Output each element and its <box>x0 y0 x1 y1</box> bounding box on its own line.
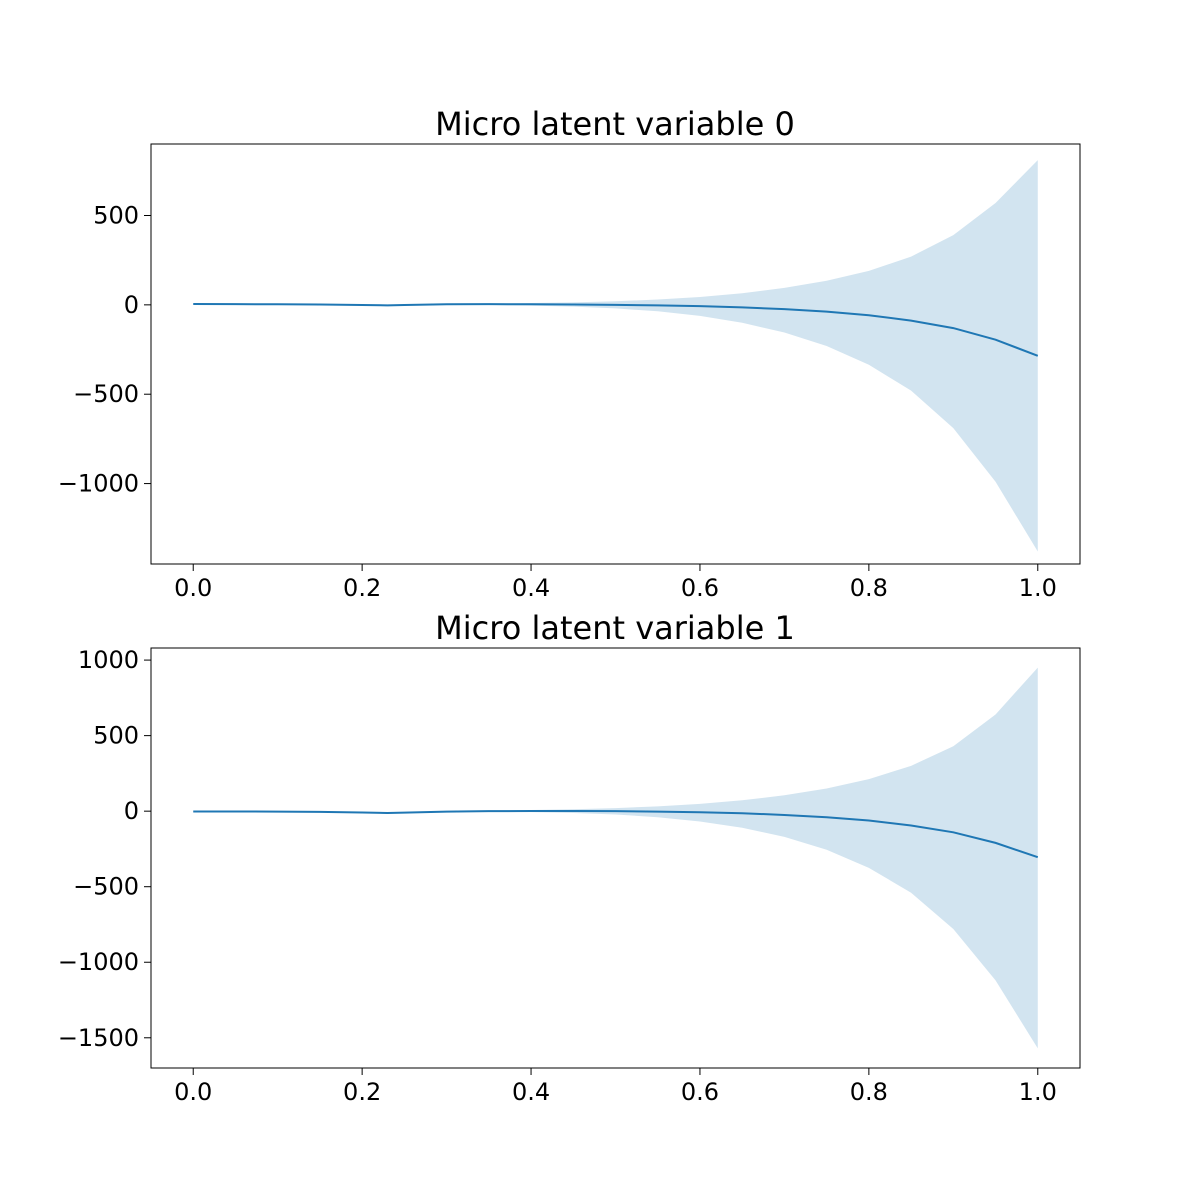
x-tick-label: 0.4 <box>512 574 550 602</box>
axes-frame-0 <box>150 143 1081 565</box>
chart-title-0: Micro latent variable 0 <box>435 105 795 143</box>
chart-title-1: Micro latent variable 1 <box>435 609 795 647</box>
subplot-0: Micro latent variable 0 0.0 0.2 0.4 0.6 0.8 1… <box>58 105 1081 602</box>
y-tick-label: 500 <box>93 722 139 750</box>
x-tick-label: 0.2 <box>343 574 381 602</box>
x-tick-label: 0.0 <box>174 574 212 602</box>
y-tick-label: 500 <box>93 201 139 229</box>
x-tick-label: 0.4 <box>512 1078 550 1106</box>
x-tick-label: 0.8 <box>850 574 888 602</box>
x-tick-label: 0.6 <box>681 574 719 602</box>
x-tick-label: 0.6 <box>681 1078 719 1106</box>
confidence-band-0 <box>193 160 1038 552</box>
y-tick-label: 0 <box>124 797 139 825</box>
x-tick-label: 1.0 <box>1019 1078 1057 1106</box>
mean-line-1 <box>193 810 1039 859</box>
y-tick-label: −500 <box>73 380 139 408</box>
subplot-1: Micro latent variable 1 0.0 0.2 0.4 0.6 0.8 1… <box>58 609 1081 1106</box>
y-tick-label: −1500 <box>58 1024 139 1052</box>
mean-line-0 <box>193 302 1039 357</box>
x-axis-0: 0.0 0.2 0.4 0.6 0.8 1.0 <box>174 564 1057 602</box>
y-tick-label: −1000 <box>58 948 139 976</box>
y-tick-label: 0 <box>124 291 139 319</box>
x-axis-1: 0.0 0.2 0.4 0.6 0.8 1.0 <box>174 1068 1057 1106</box>
axes-frame-1 <box>150 647 1081 1069</box>
x-tick-label: 0.8 <box>850 1078 888 1106</box>
confidence-band-1 <box>193 667 1038 1049</box>
y-tick-label: 1000 <box>78 646 139 674</box>
x-tick-label: 1.0 <box>1019 574 1057 602</box>
x-tick-label: 0.0 <box>174 1078 212 1106</box>
y-tick-label: −1000 <box>58 470 139 498</box>
y-tick-label: −500 <box>73 873 139 901</box>
y-axis-0: 500 0 −500 −1000 <box>58 201 151 498</box>
x-tick-label: 0.2 <box>343 1078 381 1106</box>
y-axis-1: 1000 500 0 −500 −1000 −1500 <box>58 646 151 1052</box>
